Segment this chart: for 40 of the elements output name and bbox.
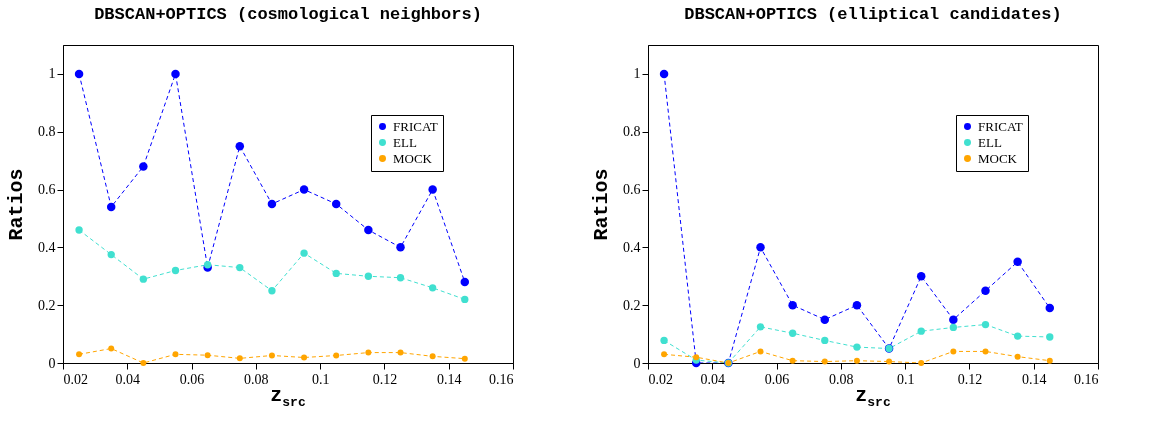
x-tick-label: 0.02 (63, 371, 88, 387)
x-tick-label: 0.02 (648, 371, 673, 387)
y-tick-label: 0.2 (623, 297, 641, 313)
x-tick-label: 0.1 (311, 371, 330, 387)
y-tick-label: 1 (633, 66, 641, 82)
x-tick-label: 0.04 (700, 371, 726, 387)
x-tick-label: 0.06 (764, 371, 790, 387)
y-tick-label: 0 (48, 355, 56, 371)
x-tick-label: 0.06 (179, 371, 205, 387)
legend-label: ELL (393, 134, 417, 150)
x-axis-title: z$_{src}$ (855, 384, 891, 410)
chart-title: DBSCAN+OPTICS (elliptical candidates) (684, 5, 1062, 24)
legend-label: MOCK (393, 150, 433, 166)
y-tick-label: 0.6 (38, 182, 56, 198)
x-tick-label: 0.1 (896, 371, 915, 387)
y-tick-label: 0.8 (623, 124, 641, 140)
legend-label: FRICAT (978, 118, 1023, 134)
y-tick-label: 0.4 (623, 239, 641, 255)
y-tick-label: 1 (48, 66, 56, 82)
chart-title: DBSCAN+OPTICS (cosmological neighbors) (94, 5, 482, 24)
x-tick-label: 0.14 (436, 371, 462, 387)
x-tick-label: 0.12 (372, 371, 398, 387)
x-tick-label: 0.14 (1021, 371, 1047, 387)
legend-label: MOCK (978, 150, 1018, 166)
x-tick-label: 0.16 (489, 371, 514, 387)
legend-label: ELL (978, 134, 1002, 150)
x-tick-label: 0.12 (957, 371, 983, 387)
y-tick-label: 0 (633, 355, 641, 371)
y-tick-label: 0.2 (38, 297, 56, 313)
x-tick-label: 0.16 (1074, 371, 1099, 387)
x-axis-title: z$_{src}$ (270, 384, 306, 410)
y-tick-label: 0.4 (38, 239, 56, 255)
legend-label: FRICAT (393, 118, 438, 134)
x-tick-label: 0.08 (244, 371, 269, 387)
y-tick-label: 0.8 (38, 124, 56, 140)
x-tick-label: 0.04 (115, 371, 141, 387)
x-tick-label: 0.08 (829, 371, 854, 387)
y-tick-label: 0.6 (623, 182, 641, 198)
y-axis-title: Ratios (5, 168, 28, 241)
y-axis-title: Ratios (590, 168, 613, 241)
